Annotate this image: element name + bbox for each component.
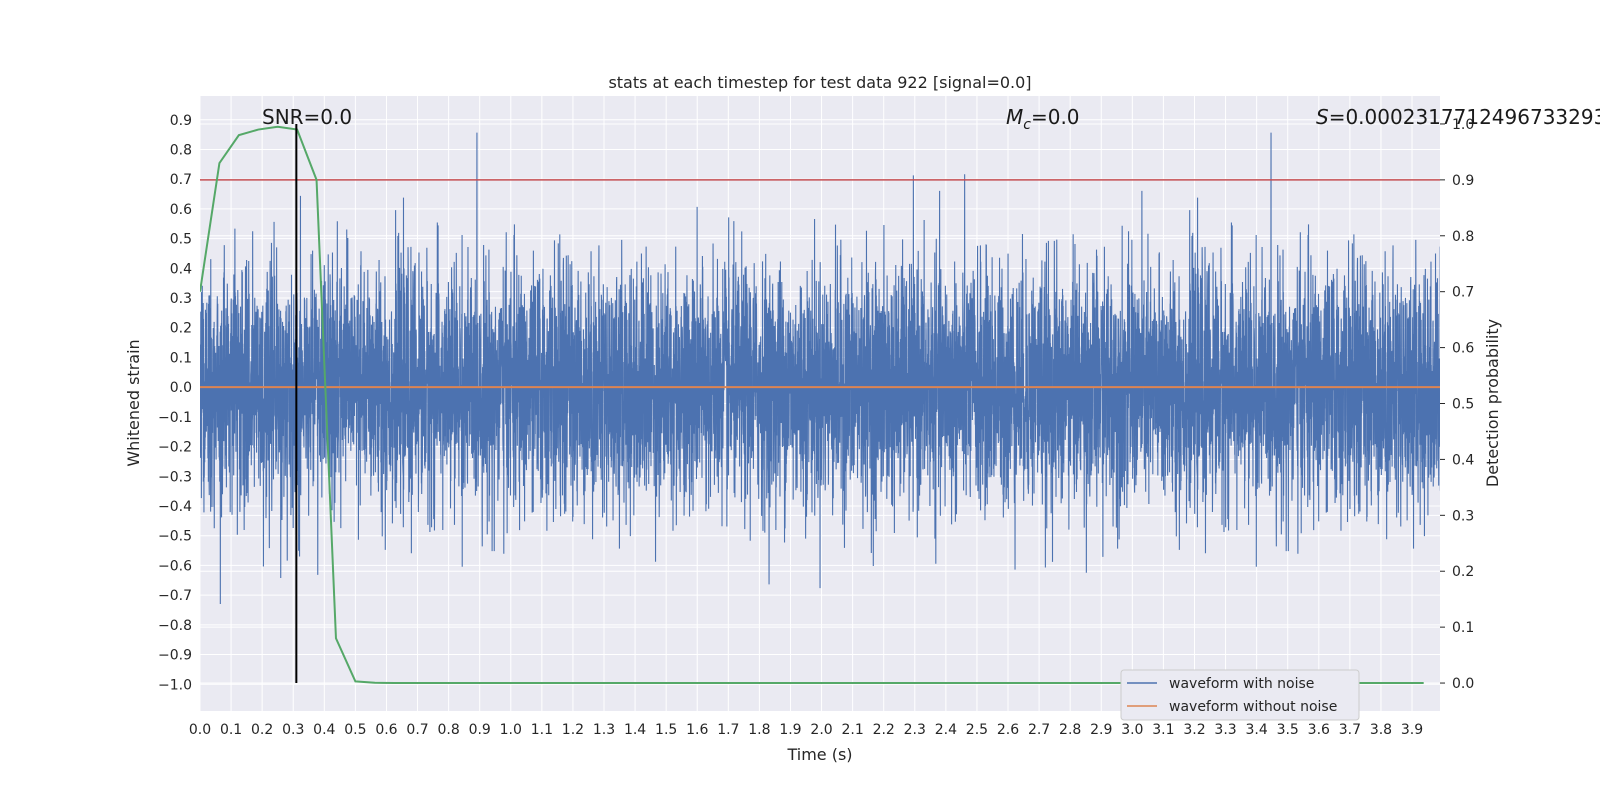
y-tick-label: −0.8 bbox=[158, 618, 192, 634]
y-right-tick-label: 0.5 bbox=[1452, 397, 1474, 413]
x-tick-label: 2.8 bbox=[1059, 722, 1081, 738]
y-tick-label: −0.4 bbox=[158, 499, 192, 515]
series-line-waveform-with-noise bbox=[200, 132, 1440, 605]
s-value: =0.00023177124967332935 bbox=[1329, 105, 1600, 129]
mc-annotation: Mc=0.0 bbox=[1006, 105, 1080, 133]
x-axis-label: Time (s) bbox=[786, 745, 852, 764]
x-tick-label: 1.2 bbox=[562, 722, 584, 738]
y-tick-label: 0.6 bbox=[170, 202, 192, 218]
x-tick-label: 0.8 bbox=[437, 722, 459, 738]
x-tick-label: 3.6 bbox=[1308, 722, 1330, 738]
x-tick-label: 3.5 bbox=[1277, 722, 1299, 738]
legend-label-clean: waveform without noise bbox=[1169, 699, 1337, 715]
noise-series bbox=[200, 132, 1440, 605]
y-right-axis-label: Detection probability bbox=[1483, 319, 1502, 487]
x-tick-label: 1.4 bbox=[624, 722, 646, 738]
x-tick-label: 0.0 bbox=[189, 722, 211, 738]
x-tick-label: 3.1 bbox=[1152, 722, 1174, 738]
x-tick-label: 1.5 bbox=[655, 722, 677, 738]
x-tick-label: 2.2 bbox=[873, 722, 895, 738]
y-right-tick-label: 0.7 bbox=[1452, 285, 1474, 301]
y-right-tick-label: 0.6 bbox=[1452, 341, 1474, 357]
x-tick-label: 0.2 bbox=[251, 722, 273, 738]
x-tick-label: 3.8 bbox=[1370, 722, 1392, 738]
series-line-detection-probability bbox=[200, 125, 1424, 685]
x-tick-label: 2.5 bbox=[966, 722, 988, 738]
x-tick-label: 3.2 bbox=[1183, 722, 1205, 738]
x-tick-label: 1.3 bbox=[593, 722, 615, 738]
y-right-tick-label: 0.9 bbox=[1452, 173, 1474, 189]
snr-annotation: SNR=0.0 bbox=[262, 105, 352, 129]
y-right-tick-label: 0.0 bbox=[1452, 676, 1474, 692]
x-tick-label: 2.4 bbox=[935, 722, 957, 738]
y-tick-label: 0.8 bbox=[170, 142, 192, 158]
y-right-tick-label: 0.8 bbox=[1452, 229, 1474, 245]
x-tick-label: 0.4 bbox=[313, 722, 335, 738]
y-tick-label: 0.7 bbox=[170, 172, 192, 188]
y-tick-label: −0.3 bbox=[158, 469, 192, 485]
mc-subscript: c bbox=[1023, 117, 1031, 133]
y-tick-label: 0.9 bbox=[170, 113, 192, 129]
y-tick-label: −0.5 bbox=[158, 529, 192, 545]
s-annotation: S=0.00023177124967332935 bbox=[1316, 105, 1600, 129]
y-tick-label: 0.1 bbox=[170, 350, 192, 366]
x-tick-label: 2.0 bbox=[810, 722, 832, 738]
x-tick-label: 2.1 bbox=[841, 722, 863, 738]
mc-symbol: M bbox=[1006, 105, 1023, 129]
mc-value: =0.0 bbox=[1031, 105, 1080, 129]
x-tick-label: 2.9 bbox=[1090, 722, 1112, 738]
s-symbol: S bbox=[1316, 105, 1329, 129]
y-tick-label: 0.2 bbox=[170, 321, 192, 337]
y-right-tick-label: 0.3 bbox=[1452, 508, 1474, 524]
x-tick-label: 3.9 bbox=[1401, 722, 1423, 738]
y-right-tick-label: 1.0 bbox=[1452, 117, 1474, 133]
x-tick-label: 0.6 bbox=[375, 722, 397, 738]
y-tick-label: 0.3 bbox=[170, 291, 192, 307]
x-tick-label: 1.1 bbox=[531, 722, 553, 738]
x-tick-label: 1.8 bbox=[748, 722, 770, 738]
x-tick-label: 0.3 bbox=[282, 722, 304, 738]
x-tick-label: 1.0 bbox=[500, 722, 522, 738]
chart-title: stats at each timestep for test data 922… bbox=[608, 73, 1031, 92]
y-tick-label: −0.9 bbox=[158, 648, 192, 664]
x-tick-label: 0.9 bbox=[469, 722, 491, 738]
x-tick-label: 3.3 bbox=[1214, 722, 1236, 738]
x-tick-label: 3.7 bbox=[1339, 722, 1361, 738]
x-tick-label: 0.5 bbox=[344, 722, 366, 738]
ticks: 0.0 0.1 0.2 0.3 0.4 0.5 0.6 0.7 0.8 0.9 1.0 1.1 1.2 1… bbox=[158, 113, 1474, 738]
x-tick-label: 2.6 bbox=[997, 722, 1019, 738]
legend-box bbox=[1120, 669, 1360, 721]
y-right-tick-label: 0.2 bbox=[1452, 564, 1474, 580]
x-tick-label: 3.4 bbox=[1246, 722, 1268, 738]
x-tick-label: 0.7 bbox=[406, 722, 428, 738]
y-tick-label: 0.4 bbox=[170, 261, 192, 277]
x-tick-label: 1.6 bbox=[686, 722, 708, 738]
y-right-tick-label: 0.1 bbox=[1452, 620, 1474, 636]
x-tick-label: 2.7 bbox=[1028, 722, 1050, 738]
x-tick-label: 2.3 bbox=[904, 722, 926, 738]
x-tick-label: 0.1 bbox=[220, 722, 242, 738]
y-tick-label: −0.7 bbox=[158, 588, 192, 604]
x-tick-label: 3.0 bbox=[1121, 722, 1143, 738]
legend: waveform with noise waveform without noi… bbox=[1120, 669, 1360, 721]
x-tick-label: 1.9 bbox=[779, 722, 801, 738]
y-tick-label: 0.5 bbox=[170, 232, 192, 248]
y-tick-label: 0.0 bbox=[170, 380, 192, 396]
y-tick-label: −1.0 bbox=[158, 677, 192, 693]
y-tick-label: −0.6 bbox=[158, 558, 192, 574]
y-axis-label: Whitened strain bbox=[124, 339, 143, 466]
y-tick-label: −0.2 bbox=[158, 440, 192, 456]
y-tick-label: −0.1 bbox=[158, 410, 192, 426]
y-right-tick-label: 0.4 bbox=[1452, 452, 1474, 468]
x-tick-label: 1.7 bbox=[717, 722, 739, 738]
legend-label-noise: waveform with noise bbox=[1169, 676, 1314, 692]
